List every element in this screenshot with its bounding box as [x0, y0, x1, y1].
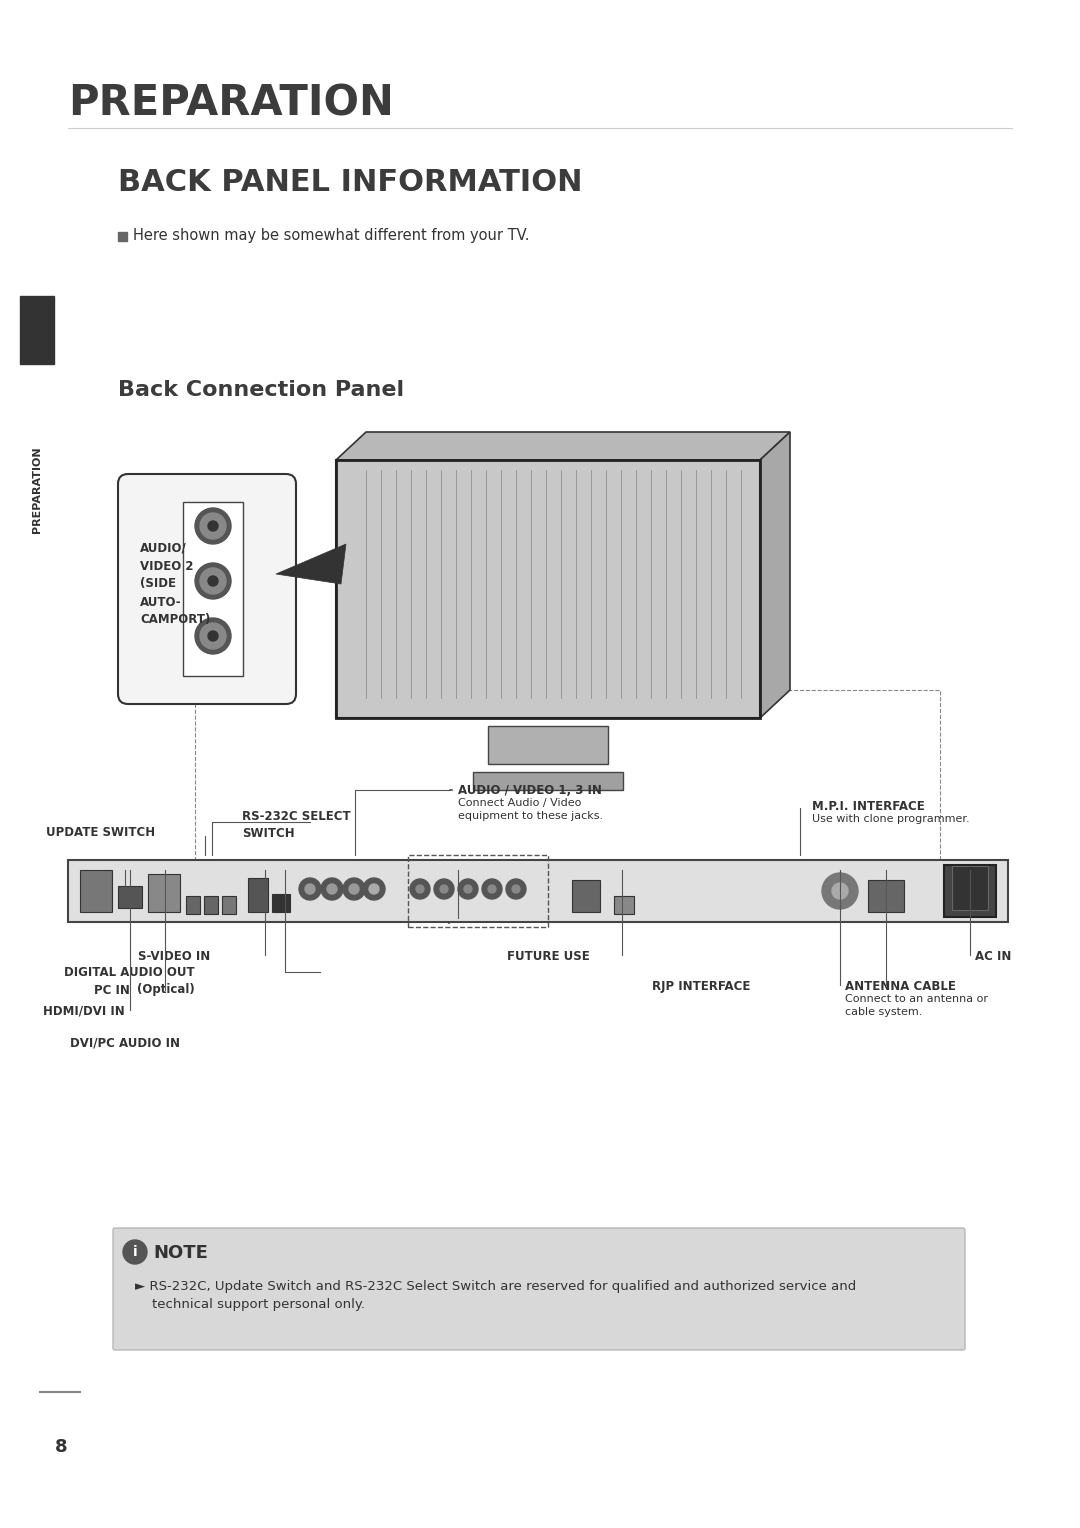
Bar [408, 856, 548, 927]
Bar [118, 232, 127, 241]
Circle shape [195, 562, 231, 599]
Circle shape [416, 885, 424, 892]
Bar [186, 895, 200, 914]
Bar [222, 895, 237, 914]
Bar [118, 886, 141, 908]
Text: DVI/PC AUDIO IN: DVI/PC AUDIO IN [70, 1036, 180, 1050]
Circle shape [482, 879, 502, 898]
Circle shape [434, 879, 454, 898]
Circle shape [200, 623, 226, 649]
Text: PC IN: PC IN [94, 984, 130, 996]
Bar [944, 865, 996, 917]
Circle shape [299, 879, 321, 900]
Bar [272, 894, 291, 912]
Text: UPDATE SWITCH: UPDATE SWITCH [45, 827, 156, 839]
Text: S-VIDEO IN: S-VIDEO IN [138, 950, 210, 963]
FancyBboxPatch shape [113, 1229, 966, 1351]
Circle shape [200, 513, 226, 539]
Circle shape [327, 885, 337, 894]
Text: Back Connection Panel: Back Connection Panel [118, 380, 404, 400]
Text: M.P.I. INTERFACE: M.P.I. INTERFACE [812, 801, 924, 813]
Circle shape [343, 879, 365, 900]
Circle shape [832, 883, 848, 898]
Bar [204, 895, 218, 914]
Text: BACK PANEL INFORMATION: BACK PANEL INFORMATION [118, 168, 582, 197]
Text: i: i [133, 1245, 137, 1259]
Text: Connect to an antenna or
cable system.: Connect to an antenna or cable system. [845, 995, 988, 1018]
Circle shape [200, 568, 226, 594]
Circle shape [488, 885, 496, 892]
Bar [868, 880, 904, 912]
Text: Use with clone programmer.: Use with clone programmer. [812, 814, 970, 824]
Text: HDMI/DVI IN: HDMI/DVI IN [43, 1004, 125, 1018]
Text: DIGITAL AUDIO OUT
(Optical): DIGITAL AUDIO OUT (Optical) [65, 966, 195, 996]
Circle shape [507, 879, 526, 898]
Bar [21, 296, 54, 364]
Text: Connect Audio / Video
equipment to these jacks.: Connect Audio / Video equipment to these… [458, 798, 603, 821]
Text: AUDIO / VIDEO 1, 3 IN: AUDIO / VIDEO 1, 3 IN [458, 784, 602, 798]
Circle shape [305, 885, 315, 894]
Bar [248, 879, 268, 912]
Bar [488, 726, 608, 764]
Bar [572, 880, 600, 912]
Circle shape [195, 507, 231, 544]
Text: COMPONENT 1, 2 IN: COMPONENT 1, 2 IN [350, 912, 483, 924]
Bar [615, 895, 634, 914]
Bar [951, 866, 988, 911]
Circle shape [458, 879, 478, 898]
Text: PREPARATION: PREPARATION [68, 83, 394, 124]
Bar [68, 860, 1008, 921]
Text: RJP INTERFACE: RJP INTERFACE [651, 979, 750, 993]
Text: Here shown may be somewhat different from your TV.: Here shown may be somewhat different fro… [133, 228, 529, 243]
Circle shape [512, 885, 519, 892]
Circle shape [208, 521, 218, 532]
Text: 8: 8 [55, 1438, 68, 1456]
Bar [80, 869, 112, 912]
Polygon shape [336, 432, 789, 460]
Text: RS-232C SELECT
SWITCH: RS-232C SELECT SWITCH [242, 810, 351, 840]
Bar [336, 460, 760, 718]
Circle shape [321, 879, 343, 900]
Polygon shape [276, 544, 346, 584]
Bar [473, 772, 623, 790]
Text: ANTENNA CABLE: ANTENNA CABLE [845, 979, 956, 993]
Circle shape [410, 879, 430, 898]
Bar [183, 503, 243, 675]
Circle shape [349, 885, 359, 894]
FancyBboxPatch shape [118, 474, 296, 704]
Bar [148, 874, 180, 912]
Polygon shape [336, 460, 760, 718]
Text: AUDIO/
VIDEO 2
(SIDE
AUTO-
CAMPORT): AUDIO/ VIDEO 2 (SIDE AUTO- CAMPORT) [140, 541, 211, 626]
Polygon shape [760, 432, 789, 718]
Circle shape [464, 885, 472, 892]
Circle shape [208, 576, 218, 587]
Text: FUTURE USE: FUTURE USE [508, 950, 590, 963]
Text: AC IN: AC IN [975, 950, 1011, 963]
Text: ► RS-232C, Update Switch and RS-232C Select Switch are reserved for qualified an: ► RS-232C, Update Switch and RS-232C Sel… [135, 1280, 856, 1311]
Text: NOTE: NOTE [153, 1244, 207, 1262]
Circle shape [440, 885, 448, 892]
Circle shape [208, 631, 218, 642]
Circle shape [123, 1241, 147, 1264]
Text: PREPARATION: PREPARATION [32, 446, 42, 533]
Circle shape [195, 617, 231, 654]
Text: RS-232C PORT: RS-232C PORT [70, 900, 165, 914]
Circle shape [363, 879, 384, 900]
Circle shape [369, 885, 379, 894]
Circle shape [822, 872, 858, 909]
